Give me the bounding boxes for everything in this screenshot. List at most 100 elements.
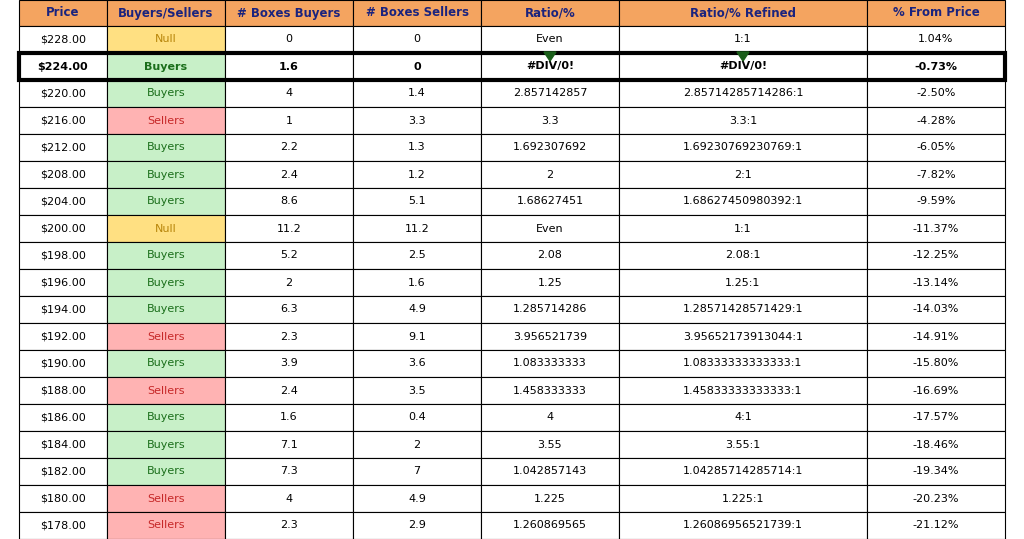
Bar <box>106 296 225 323</box>
Bar <box>19 215 106 242</box>
Text: 8.6: 8.6 <box>281 197 298 206</box>
Text: 1.3: 1.3 <box>409 142 426 153</box>
Bar <box>353 215 481 242</box>
Bar <box>19 296 106 323</box>
Bar <box>618 323 867 350</box>
Text: 2.08: 2.08 <box>538 251 562 260</box>
Text: Buyers/Sellers: Buyers/Sellers <box>119 6 214 19</box>
Bar <box>225 107 353 134</box>
Bar <box>481 134 618 161</box>
Bar <box>19 134 106 161</box>
Text: $196.00: $196.00 <box>40 278 86 287</box>
Text: 3.55:1: 3.55:1 <box>725 439 761 450</box>
Bar <box>19 485 106 512</box>
Bar <box>618 296 867 323</box>
Text: 6.3: 6.3 <box>281 305 298 314</box>
Bar <box>618 458 867 485</box>
Bar <box>19 26 106 53</box>
Text: 3.3:1: 3.3:1 <box>729 115 757 126</box>
Bar <box>106 80 225 107</box>
Bar <box>481 485 618 512</box>
Bar <box>481 188 618 215</box>
Text: 1.04%: 1.04% <box>919 34 953 45</box>
Bar <box>481 431 618 458</box>
Bar <box>481 107 618 134</box>
Text: Buyers: Buyers <box>146 439 185 450</box>
Text: 1:1: 1:1 <box>734 224 752 233</box>
Bar <box>353 188 481 215</box>
Text: Sellers: Sellers <box>147 331 184 342</box>
Text: Sellers: Sellers <box>147 115 184 126</box>
Text: Buyers: Buyers <box>146 305 185 314</box>
Text: 0: 0 <box>414 61 421 72</box>
Bar <box>618 269 867 296</box>
Text: Buyers: Buyers <box>144 61 187 72</box>
Bar <box>19 323 106 350</box>
Text: Buyers: Buyers <box>146 169 185 179</box>
Bar <box>225 161 353 188</box>
Text: -6.05%: -6.05% <box>916 142 955 153</box>
Text: 1.25: 1.25 <box>538 278 562 287</box>
Bar <box>106 485 225 512</box>
Text: Buyers: Buyers <box>146 251 185 260</box>
Bar <box>867 323 1005 350</box>
Text: -11.37%: -11.37% <box>912 224 959 233</box>
Bar <box>481 512 618 539</box>
Text: 1.225: 1.225 <box>535 494 566 503</box>
Text: -17.57%: -17.57% <box>912 412 959 423</box>
Bar <box>618 404 867 431</box>
Bar <box>353 161 481 188</box>
Text: 1.4: 1.4 <box>409 88 426 99</box>
Bar <box>353 80 481 107</box>
Bar <box>19 53 1005 80</box>
Text: 1.6: 1.6 <box>280 61 299 72</box>
Text: -0.73%: -0.73% <box>914 61 957 72</box>
Text: -20.23%: -20.23% <box>912 494 959 503</box>
Bar <box>481 404 618 431</box>
Bar <box>106 431 225 458</box>
Bar <box>867 0 1005 26</box>
Bar <box>19 53 106 80</box>
Bar <box>225 188 353 215</box>
Bar <box>106 350 225 377</box>
Bar <box>106 458 225 485</box>
Text: -14.03%: -14.03% <box>912 305 959 314</box>
Bar <box>19 269 106 296</box>
Text: 0: 0 <box>286 34 293 45</box>
Text: Buyers: Buyers <box>146 466 185 476</box>
Text: $190.00: $190.00 <box>40 358 86 369</box>
Bar <box>225 242 353 269</box>
Bar <box>353 377 481 404</box>
Text: 2: 2 <box>286 278 293 287</box>
Text: 1.69230769230769:1: 1.69230769230769:1 <box>683 142 803 153</box>
Bar <box>618 350 867 377</box>
Bar <box>225 404 353 431</box>
Bar <box>19 458 106 485</box>
Text: $228.00: $228.00 <box>40 34 86 45</box>
Text: 4.9: 4.9 <box>408 305 426 314</box>
Text: $184.00: $184.00 <box>40 439 86 450</box>
Text: 2.5: 2.5 <box>409 251 426 260</box>
Bar <box>867 269 1005 296</box>
Bar <box>481 458 618 485</box>
Bar <box>618 242 867 269</box>
Bar <box>353 242 481 269</box>
Bar <box>19 242 106 269</box>
Bar <box>867 161 1005 188</box>
Text: Sellers: Sellers <box>147 494 184 503</box>
Text: 2.9: 2.9 <box>408 521 426 530</box>
Bar <box>353 296 481 323</box>
Text: $194.00: $194.00 <box>40 305 86 314</box>
Bar <box>867 350 1005 377</box>
Text: -21.12%: -21.12% <box>912 521 959 530</box>
Bar <box>481 26 618 53</box>
Bar <box>353 134 481 161</box>
Polygon shape <box>544 52 556 61</box>
Text: 1.225:1: 1.225:1 <box>722 494 764 503</box>
Bar <box>618 512 867 539</box>
Bar <box>867 80 1005 107</box>
Text: -9.59%: -9.59% <box>916 197 955 206</box>
Text: $220.00: $220.00 <box>40 88 86 99</box>
Bar <box>225 485 353 512</box>
Text: 2.4: 2.4 <box>280 385 298 396</box>
